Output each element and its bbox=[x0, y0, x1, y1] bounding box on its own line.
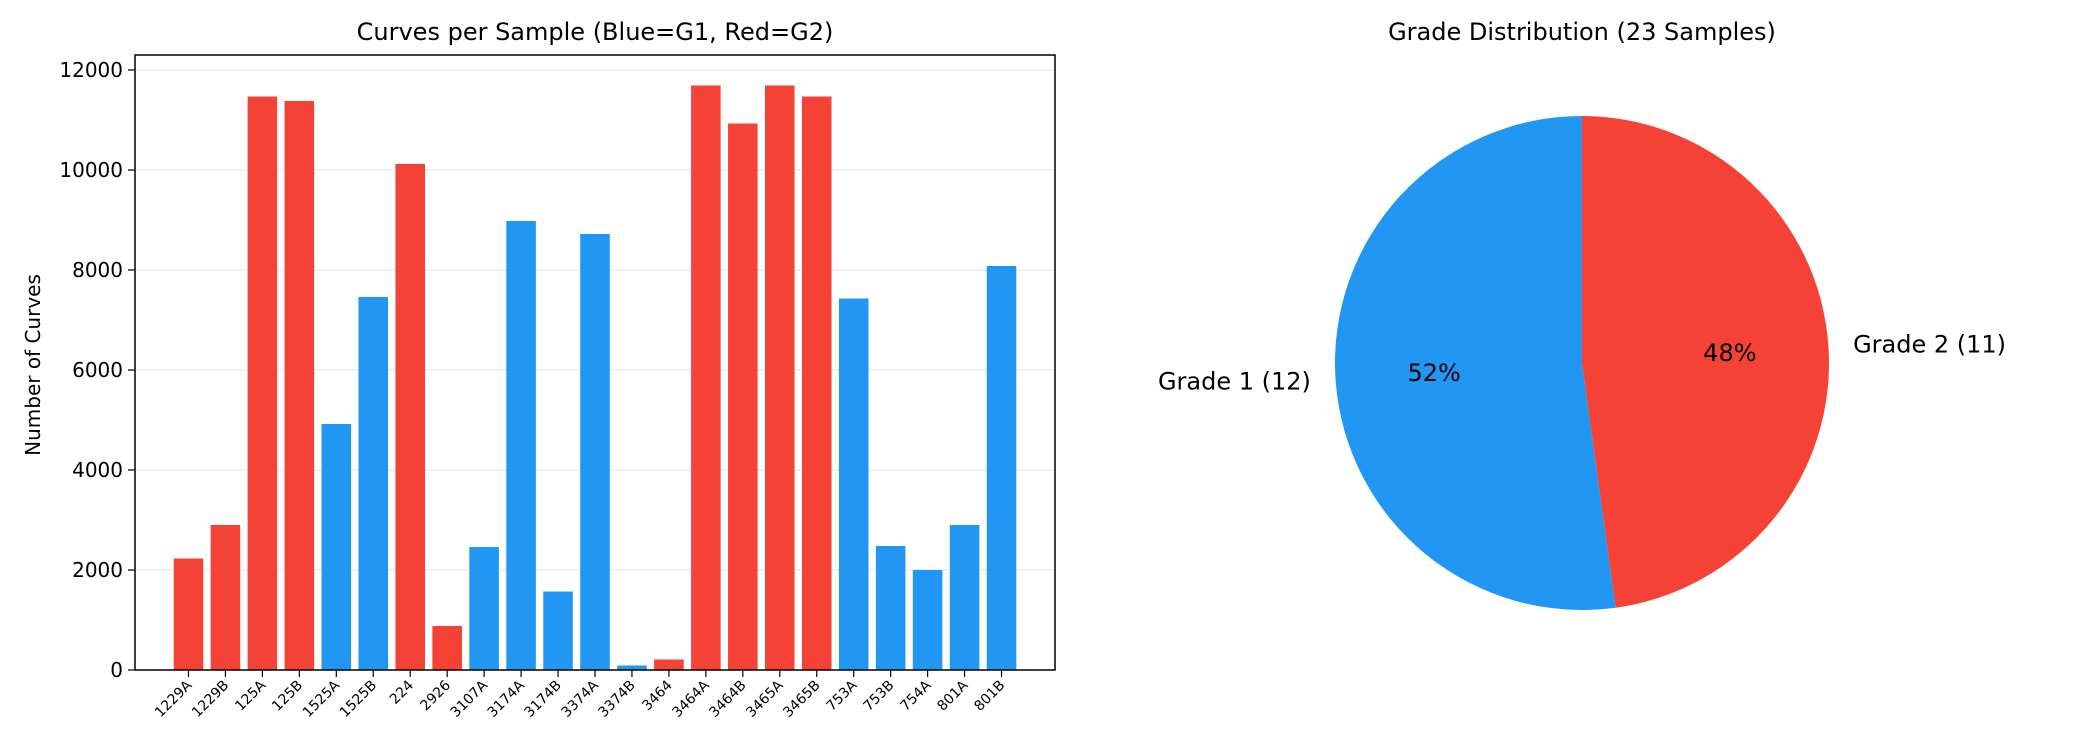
bar-125B bbox=[284, 101, 315, 670]
bar-chart-x-tick-label: 3174B bbox=[522, 678, 565, 721]
bar-753A bbox=[838, 298, 869, 670]
bar-chart-x-tick-label: 3374A bbox=[559, 677, 603, 721]
pie-chart-title: Grade Distribution (23 Samples) bbox=[1388, 18, 1776, 46]
bar-chart-x-tick-label: 3465B bbox=[780, 678, 823, 721]
bar-224 bbox=[395, 164, 425, 670]
bar-chart-x-tick-label: 3464B bbox=[706, 678, 749, 721]
bar-3107A bbox=[469, 547, 499, 670]
bar-chart-y-tick-label: 12000 bbox=[59, 58, 123, 82]
bar-chart-y-tick-label: 10000 bbox=[59, 158, 123, 182]
pie-chart-slices bbox=[1334, 116, 1829, 611]
bar-chart-title: Curves per Sample (Blue=G1, Red=G2) bbox=[357, 18, 834, 46]
bar-chart-x-tick-label: 1229B bbox=[189, 678, 232, 721]
bar-chart-x-tick-label: 3374B bbox=[595, 678, 638, 721]
pie-slice-pct-label: 48% bbox=[1703, 339, 1756, 367]
pie-slice-2 bbox=[1582, 116, 1829, 608]
bar-3465A bbox=[765, 85, 795, 670]
bar-chart-y-tick-label: 4000 bbox=[72, 458, 123, 482]
bar-2926 bbox=[432, 626, 462, 670]
bar-chart-y-tick-label: 0 bbox=[110, 658, 123, 682]
bar-chart-y-ticks: 0 2000 4000 6000 8000 10000 12000 bbox=[59, 58, 135, 682]
bar-1229B bbox=[210, 525, 241, 670]
bar-chart-x-tick-label: 125A bbox=[232, 677, 269, 714]
bar-1229A bbox=[173, 558, 204, 670]
bar-chart-x-tick-label: 3464A bbox=[669, 677, 713, 721]
bar-chart-x-tick-label: 1229A bbox=[152, 677, 196, 721]
bar-chart-x-tick-label: 1525A bbox=[300, 677, 344, 721]
bar-3174A bbox=[506, 221, 536, 670]
bar-801A bbox=[949, 525, 980, 670]
bar-3374A bbox=[580, 234, 610, 670]
bar-chart-bars bbox=[173, 85, 1017, 670]
bar-chart-x-tick-label: 801A bbox=[934, 677, 971, 714]
bar-3174B bbox=[543, 591, 573, 670]
pie-chart: Grade Distribution (23 Samples) 52% Grade… bbox=[1158, 18, 2006, 611]
bar-chart-x-tick-label: 801B bbox=[971, 678, 1008, 715]
bar-chart-x-tick-label: 3465A bbox=[743, 677, 787, 721]
bar-chart-y-tick-label: 6000 bbox=[72, 358, 123, 382]
pie-slice-1 bbox=[1334, 116, 1616, 611]
bar-3464 bbox=[654, 659, 684, 670]
pie-slice-label: Grade 2 (11) bbox=[1853, 330, 2006, 358]
pie-chart-labels: 52% Grade 1 (12) 48% Grade 2 (11) bbox=[1158, 330, 2006, 395]
bar-chart-plot-frame bbox=[134, 54, 1056, 671]
bar-754A bbox=[912, 570, 943, 670]
bar-chart-x-tick-label: 753A bbox=[824, 677, 861, 714]
bar-chart-y-tick-label: 2000 bbox=[72, 558, 123, 582]
bar-chart-x-tick-label: 1525B bbox=[337, 678, 380, 721]
bar-125A bbox=[247, 96, 278, 670]
bar-chart-ylabel: Number of Curves bbox=[21, 274, 45, 456]
bar-chart-x-tick-label: 753B bbox=[860, 678, 897, 715]
bar-3465B bbox=[801, 96, 832, 670]
bar-3464B bbox=[728, 123, 758, 670]
bar-3464A bbox=[691, 85, 721, 670]
bar-chart-x-tick-label: 754A bbox=[897, 677, 934, 714]
pie-slice-label: Grade 1 (12) bbox=[1158, 368, 1311, 396]
bar-chart-x-tick-label: 224 bbox=[387, 677, 417, 707]
bar-chart-x-tick-label: 3174A bbox=[485, 677, 529, 721]
bar-1525A bbox=[321, 424, 352, 670]
bar-753B bbox=[875, 546, 906, 670]
bar-3374B bbox=[617, 665, 647, 670]
bar-chart-x-tick-label: 3107A bbox=[448, 677, 492, 721]
bar-1525B bbox=[358, 297, 389, 670]
bar-chart-y-tick-label: 8000 bbox=[72, 258, 123, 282]
bar-801B bbox=[986, 266, 1017, 670]
pie-slice-pct-label: 52% bbox=[1407, 359, 1460, 387]
bar-chart: Curves per Sample (Blue=G1, Red=G2) Numb… bbox=[21, 18, 1056, 721]
